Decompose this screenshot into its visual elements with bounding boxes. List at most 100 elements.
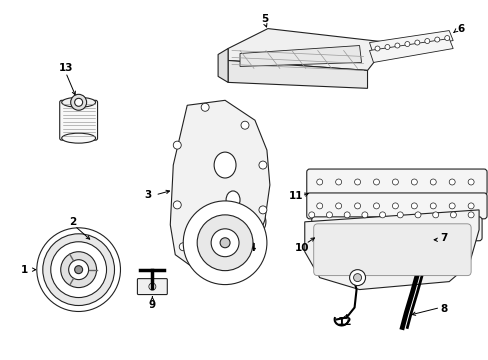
- Circle shape: [394, 43, 399, 48]
- Text: 3: 3: [144, 190, 152, 200]
- Polygon shape: [413, 228, 431, 248]
- Circle shape: [392, 203, 398, 209]
- Text: 9: 9: [148, 300, 156, 310]
- Circle shape: [321, 226, 327, 232]
- Circle shape: [220, 238, 229, 248]
- Circle shape: [432, 212, 438, 218]
- Circle shape: [61, 252, 96, 288]
- Circle shape: [344, 212, 349, 218]
- FancyBboxPatch shape: [60, 100, 98, 140]
- Circle shape: [392, 179, 398, 185]
- Circle shape: [75, 266, 82, 274]
- Text: 7: 7: [440, 233, 447, 243]
- Circle shape: [467, 212, 473, 218]
- Polygon shape: [227, 28, 388, 71]
- Text: 5: 5: [261, 14, 268, 24]
- Circle shape: [429, 203, 435, 209]
- Polygon shape: [227, 60, 367, 88]
- Text: 11: 11: [288, 191, 303, 201]
- Circle shape: [354, 203, 360, 209]
- Circle shape: [349, 270, 365, 285]
- Circle shape: [361, 212, 367, 218]
- Circle shape: [173, 141, 181, 149]
- Circle shape: [448, 203, 454, 209]
- Text: 8: 8: [440, 305, 447, 315]
- Text: 12: 12: [337, 318, 351, 328]
- FancyBboxPatch shape: [137, 279, 167, 294]
- Circle shape: [396, 212, 403, 218]
- Circle shape: [448, 179, 454, 185]
- Circle shape: [429, 179, 435, 185]
- Circle shape: [238, 208, 265, 236]
- Circle shape: [467, 226, 473, 232]
- Circle shape: [241, 246, 248, 254]
- FancyBboxPatch shape: [313, 224, 470, 276]
- Circle shape: [243, 213, 261, 231]
- Text: 13: 13: [59, 63, 73, 73]
- Circle shape: [342, 226, 348, 232]
- Circle shape: [179, 243, 187, 251]
- Circle shape: [414, 40, 419, 45]
- Ellipse shape: [225, 191, 240, 209]
- Circle shape: [241, 121, 248, 129]
- Circle shape: [414, 212, 420, 218]
- Circle shape: [206, 263, 214, 271]
- Circle shape: [316, 203, 322, 209]
- Circle shape: [201, 103, 209, 111]
- Circle shape: [410, 179, 416, 185]
- Polygon shape: [304, 210, 478, 289]
- Circle shape: [148, 283, 156, 290]
- Circle shape: [467, 203, 473, 209]
- Circle shape: [335, 179, 341, 185]
- Text: 1: 1: [21, 265, 28, 275]
- Text: 10: 10: [294, 243, 308, 253]
- Circle shape: [426, 226, 431, 232]
- Circle shape: [68, 260, 88, 280]
- Text: 6: 6: [457, 24, 464, 33]
- Circle shape: [259, 206, 266, 214]
- Polygon shape: [218, 49, 227, 82]
- FancyBboxPatch shape: [306, 169, 486, 195]
- Circle shape: [353, 274, 361, 282]
- Circle shape: [373, 179, 379, 185]
- Circle shape: [424, 39, 429, 44]
- Circle shape: [247, 218, 255, 226]
- Circle shape: [75, 98, 82, 106]
- Circle shape: [384, 226, 389, 232]
- Circle shape: [316, 179, 322, 185]
- Circle shape: [384, 45, 389, 50]
- Circle shape: [467, 179, 473, 185]
- Circle shape: [51, 242, 106, 298]
- Circle shape: [434, 37, 439, 42]
- Circle shape: [259, 161, 266, 169]
- Circle shape: [335, 203, 341, 209]
- Circle shape: [379, 212, 385, 218]
- Circle shape: [449, 212, 455, 218]
- Polygon shape: [369, 31, 452, 54]
- FancyBboxPatch shape: [311, 217, 481, 241]
- Circle shape: [373, 203, 379, 209]
- Polygon shape: [369, 39, 452, 62]
- Ellipse shape: [61, 97, 95, 107]
- Ellipse shape: [214, 152, 236, 178]
- Circle shape: [444, 36, 449, 41]
- Circle shape: [326, 212, 332, 218]
- Circle shape: [173, 201, 181, 209]
- Circle shape: [447, 226, 452, 232]
- Circle shape: [404, 41, 409, 46]
- Circle shape: [197, 215, 252, 271]
- Circle shape: [410, 203, 416, 209]
- Circle shape: [363, 226, 369, 232]
- Circle shape: [37, 228, 120, 311]
- Polygon shape: [240, 45, 361, 67]
- Circle shape: [211, 229, 239, 257]
- Polygon shape: [170, 100, 269, 273]
- FancyBboxPatch shape: [306, 193, 486, 219]
- Circle shape: [354, 179, 360, 185]
- Circle shape: [308, 212, 314, 218]
- Circle shape: [183, 201, 266, 285]
- Circle shape: [374, 46, 379, 51]
- Circle shape: [71, 94, 86, 110]
- Text: 2: 2: [69, 217, 76, 227]
- Circle shape: [405, 226, 410, 232]
